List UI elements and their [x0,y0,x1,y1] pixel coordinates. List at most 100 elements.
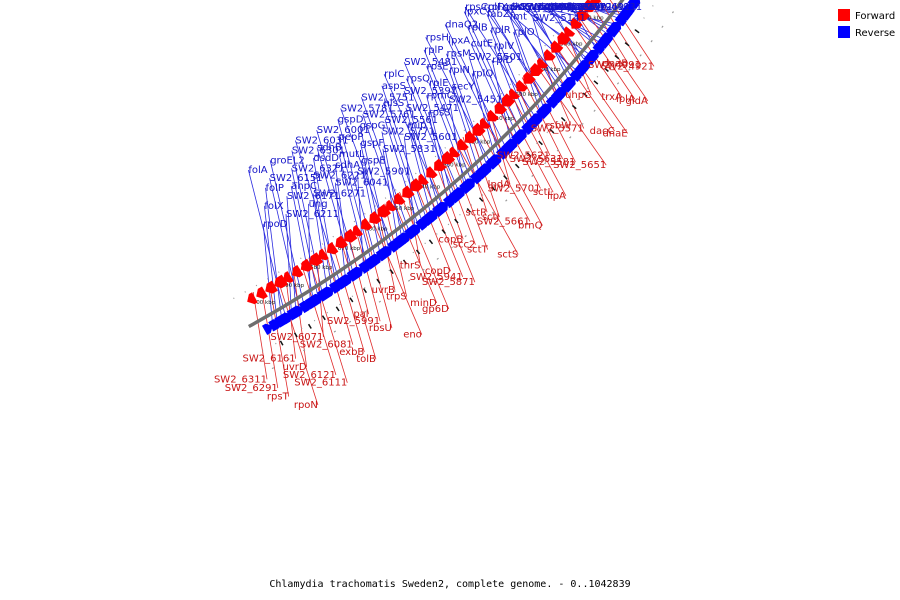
leader-line [324,247,354,345]
forward-gene-label: eno [403,330,422,341]
marker-tick [526,152,532,157]
reverse-gene-label: gspE [361,155,385,166]
leader-line [502,97,554,193]
forward-gene-arrow [360,218,373,231]
forward-gene-label: brnQ [518,221,543,232]
forward-gene-label: tolB [356,354,376,365]
reverse-gene-label: ahpC [291,181,317,192]
leader-line [337,119,378,265]
forward-swatch [838,9,850,21]
forward-gene-label: dnaE [602,128,627,139]
forward-gene-label: SW2_4991 [588,60,641,71]
forward-gene-label: SW2_6161 [243,354,296,365]
reverse-gene-label: oppC2 [554,2,586,13]
leader-line [308,257,348,383]
leader-line [509,90,567,196]
leader-line [496,104,541,189]
marker-tick [321,315,326,321]
reverse-gene-label: pepP [339,132,364,143]
forward-gene-label: uvrD [283,362,307,373]
leader-line [313,158,338,292]
forward-gene-label: lipA [547,191,566,202]
leader-line [446,53,490,173]
leader-line [447,40,506,158]
reverse-gene-label: rplD [492,55,513,66]
reverse-gene-label: rpsS [429,107,451,118]
forward-gene-arrow [441,150,456,165]
forward-gene-arrow [472,122,486,137]
leader-line [521,77,564,160]
legend-forward-label: Forward [855,11,895,22]
reverse-gene-label: SW2_5561 [385,115,438,126]
forward-gene-arrow [300,258,314,272]
leader-line [487,6,551,112]
reverse-gene-label: rplN [449,65,470,76]
reverse-gene-label: rpsE [427,61,449,72]
leader-line [448,149,489,250]
marker-tick [593,80,599,85]
genome-caption: Chlamydia trachomatis Sweden2, complete … [269,579,630,590]
forward-gene-arrow [501,93,516,107]
marker-tick [549,128,555,134]
reverse-gene-label: sdhB [317,143,342,154]
forward-gene-arrow [291,264,304,278]
tick-label: 630 kbp [443,163,466,169]
marker-tick [604,67,609,72]
leader-line [423,49,478,184]
reverse-gene-label: rho [537,2,553,13]
leader-line [265,187,283,326]
leader-line [360,142,387,259]
marker-tick [624,42,630,47]
forward-gene-label: trxA [601,92,622,103]
forward-gene-arrow [523,71,536,84]
marker-tick [614,54,620,60]
forward-gene-arrow [402,185,415,199]
forward-gene-label: copD [425,266,451,277]
reverse-gene-label: SW2_5061 [548,2,601,13]
forward-gene-arrow [394,192,406,205]
forward-gene-arrow [352,224,364,237]
leader-line [552,42,615,132]
forward-gene-arrow [434,158,447,172]
reverse-gene-label: rpmC [427,91,454,102]
reverse-gene-label: rplF [484,2,503,13]
reverse-gene-label: dsdD [313,153,339,164]
leader-line [464,6,540,124]
leader-line [534,63,607,166]
reverse-gene-label: SW2_6031 [295,136,348,147]
reverse-gene-label: ruvC [502,2,525,13]
reverse-gene-label: SW2_6211 [286,209,339,220]
forward-gene-label: sctJ [482,212,500,223]
tick-label: 620 kbp [468,140,491,146]
marker-tick [466,208,472,213]
marker-tick [634,29,640,34]
forward-gene-label: pal [353,309,368,320]
reverse-gene-label: rpsM [447,49,471,60]
marker-tick [376,278,381,284]
tick-label: 640 kbp [418,185,441,191]
forward-gene-arrow [457,138,469,151]
forward-gene-label: SW2_6071 [270,332,323,343]
leader-line [362,114,408,243]
tick-label: 660 kbp [365,226,388,232]
leader-line [428,82,470,191]
forward-gene-arrow [583,0,597,13]
leader-line [483,6,555,109]
forward-gene-arrow [479,117,491,129]
marker-tick [515,163,520,169]
leader-line [547,6,604,52]
forward-gene-label: rbsU [369,323,392,334]
marker-tick [428,239,434,245]
reverse-gene-label: rplE [429,78,449,89]
forward-gene-arrow [335,235,348,249]
reverse-gene-label: hisS [384,98,405,109]
forward-gene-arrow [343,228,358,243]
forward-gene-label: SW2_6111 [294,378,347,389]
forward-gene-arrow [256,286,268,299]
forward-gene-arrow [318,248,329,261]
leader-line [276,277,319,406]
leader-line [290,185,316,307]
legend-reverse-label: Reverse [855,28,895,39]
leader-line [406,78,458,202]
leader-line [426,66,474,188]
